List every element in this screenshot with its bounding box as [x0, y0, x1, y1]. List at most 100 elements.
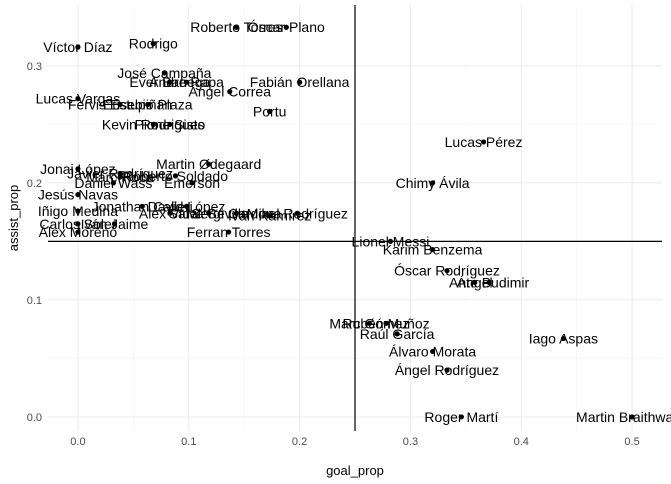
x-tick-label: 0.0	[70, 436, 85, 448]
data-point	[472, 279, 478, 285]
data-point	[226, 229, 232, 235]
point-label: Víctor Díaz	[43, 39, 112, 55]
x-tick-label: 0.4	[514, 436, 529, 448]
point-label: Jesús Navas	[38, 187, 118, 203]
data-point	[444, 268, 450, 274]
point-label: Iván Jaime	[81, 216, 149, 232]
data-point	[145, 101, 151, 108]
data-point	[111, 221, 118, 227]
point-label: Javier Rodríguez	[67, 166, 173, 182]
point-label: Jonai López	[40, 161, 116, 177]
point-label: Ferran Torres	[187, 224, 271, 240]
point-label: Óscar Rodríguez	[394, 263, 500, 279]
data-point	[227, 89, 233, 95]
point-label: Fabián Orellana	[250, 74, 350, 90]
data-point	[150, 41, 156, 47]
point-label: José Campaña	[117, 65, 211, 81]
point-label: Lucas Pérez	[445, 134, 523, 150]
data-point	[206, 161, 212, 167]
point-label: Pione Sisto	[134, 116, 205, 132]
data-point	[75, 96, 81, 102]
point-label: Ever Banega	[129, 74, 210, 90]
data-point	[429, 180, 436, 186]
data-point	[110, 180, 116, 186]
point-label: Iñigo Medina	[38, 203, 118, 219]
data-point	[629, 414, 635, 420]
point-label: Rubén Muñoz	[342, 315, 429, 331]
point-label: Iván Ramírez	[228, 208, 311, 224]
point-label: Andre Rapa	[149, 74, 224, 90]
y-tick-label: 0.1	[27, 295, 42, 307]
points-layer	[75, 24, 635, 420]
point-label: Martin Ødegaard	[156, 156, 261, 172]
data-point	[167, 79, 173, 85]
point-label: Carlos Soler	[39, 216, 116, 232]
point-label: Martin Braithwaite	[576, 409, 671, 425]
point-label: Ante Budimir	[449, 274, 529, 290]
data-point	[267, 213, 273, 219]
point-label: Iago Aspas	[529, 331, 598, 347]
data-point	[75, 208, 81, 214]
x-tick-label: 0.2	[292, 436, 307, 448]
point-label: Eusebio Plaza	[103, 96, 193, 112]
data-point	[75, 191, 81, 198]
point-label: Álvaro Morata	[389, 343, 476, 359]
point-label: Rodrigo	[129, 36, 178, 52]
point-label: Salva Sevilla	[169, 205, 249, 221]
point-label: Sergi Cardona	[191, 205, 281, 221]
point-label: Lucas Vargas	[36, 91, 121, 107]
point-label: Emerson	[164, 175, 220, 191]
data-point	[480, 139, 487, 145]
data-point	[183, 203, 190, 209]
point-label: David López	[148, 198, 226, 214]
point-label: Fervis Estupiñán	[68, 96, 172, 112]
y-tick-label: 0.0	[27, 412, 42, 424]
point-label: Álex Moreno	[39, 224, 118, 240]
data-point	[183, 79, 190, 85]
data-point	[167, 210, 173, 216]
data-point	[75, 44, 81, 50]
data-point	[383, 320, 389, 326]
point-label: Kevin Rodrigues	[102, 116, 205, 132]
point-label: Ángel	[457, 274, 493, 290]
point-label: Portu	[253, 104, 286, 120]
point-label: Lionel Messi	[352, 233, 430, 249]
point-label: Mikel Rodríguez	[247, 205, 348, 221]
data-point	[560, 335, 566, 342]
data-point	[283, 24, 289, 30]
data-point	[429, 348, 436, 355]
data-point	[233, 24, 240, 30]
point-label: Raúl García	[360, 326, 435, 342]
data-point	[189, 180, 195, 186]
x-tick-label: 0.3	[403, 436, 418, 448]
data-point	[366, 320, 373, 326]
point-label: Daniel Wass	[74, 175, 152, 191]
point-label: Óscar Plano	[248, 19, 325, 35]
data-point	[387, 238, 394, 245]
point-label: Álex Vidal	[139, 205, 201, 221]
x-tick-label: 0.5	[624, 436, 639, 448]
point-label: Marc Roca	[86, 169, 154, 185]
x-axis-ticks: 0.0 0.1 0.2 0.3 0.4 0.5	[70, 436, 639, 448]
x-axis-title: goal_prop	[326, 463, 384, 478]
point-label: Chimy Ávila	[396, 175, 470, 191]
data-point	[117, 174, 123, 180]
data-point	[458, 414, 464, 420]
data-point	[444, 367, 450, 373]
data-point	[75, 221, 81, 227]
data-point	[429, 246, 436, 253]
data-point	[172, 173, 179, 179]
y-axis-ticks: 0.0 0.1 0.2 0.3	[27, 61, 42, 424]
data-point	[296, 79, 303, 85]
point-label: Marc Gómez	[329, 315, 409, 331]
data-point	[75, 166, 81, 172]
data-point	[206, 210, 212, 216]
point-label: Jonathan Calleri	[92, 198, 193, 214]
data-point	[394, 331, 400, 337]
y-tick-label: 0.3	[27, 61, 42, 73]
point-label: Karim Benzema	[383, 242, 483, 258]
data-point	[150, 121, 156, 127]
data-point	[267, 108, 273, 115]
